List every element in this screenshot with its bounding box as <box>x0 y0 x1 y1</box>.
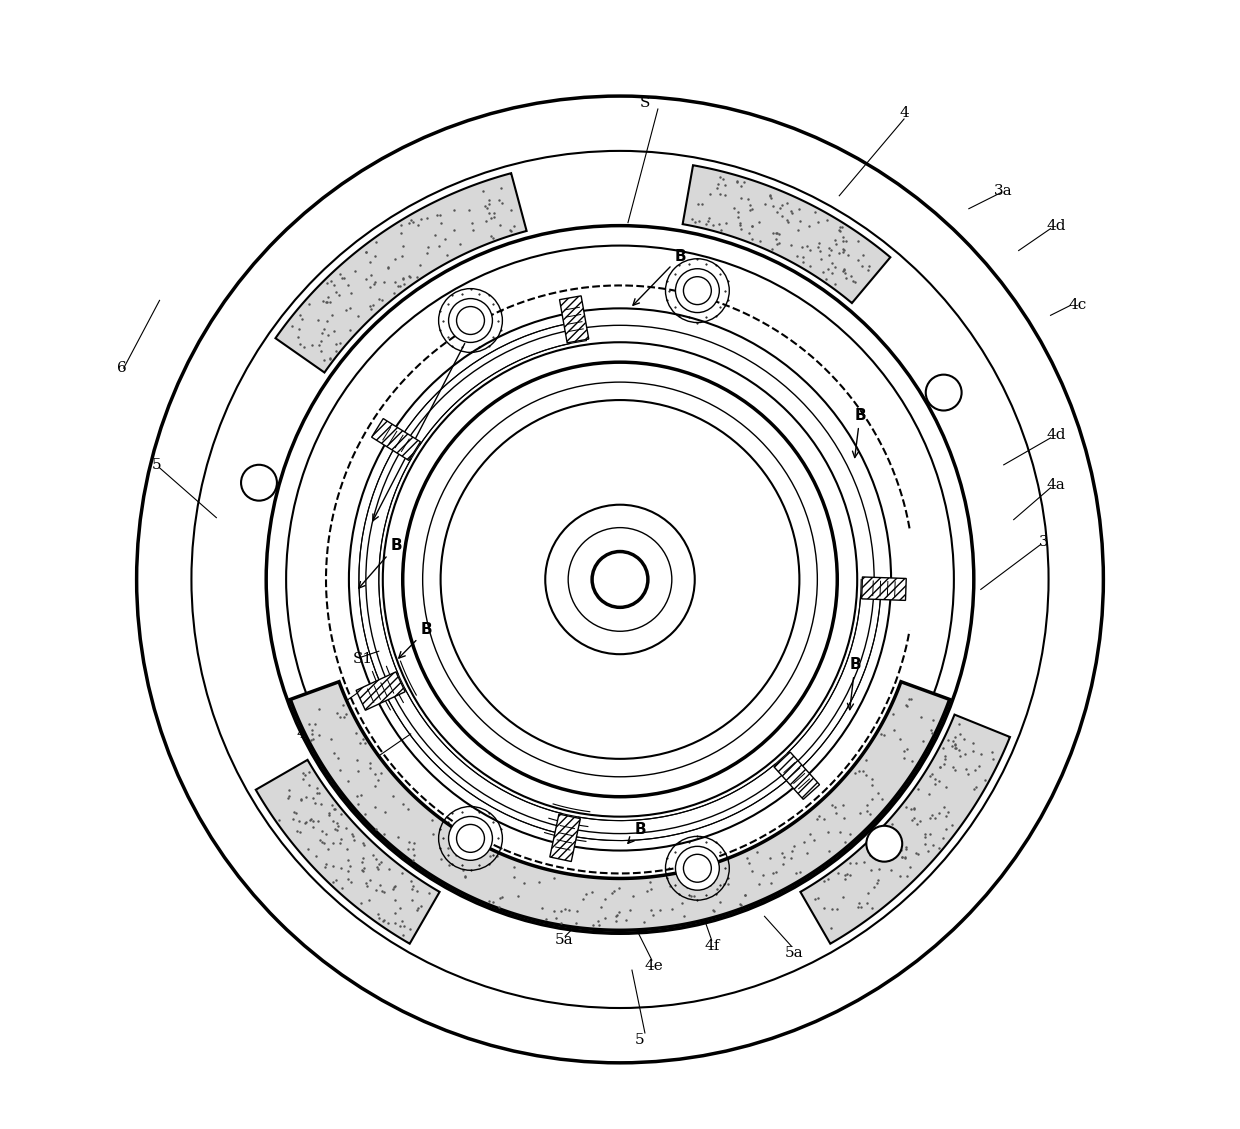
Circle shape <box>676 847 719 890</box>
Text: 3: 3 <box>1039 534 1048 549</box>
Circle shape <box>449 816 492 860</box>
Text: S1: S1 <box>353 653 373 666</box>
Polygon shape <box>800 715 1009 944</box>
Text: B: B <box>627 822 646 843</box>
Text: 4c: 4c <box>1069 298 1086 313</box>
Circle shape <box>449 298 492 342</box>
Polygon shape <box>549 814 580 861</box>
Text: 5a: 5a <box>556 934 574 947</box>
Polygon shape <box>559 296 589 343</box>
Text: B: B <box>847 657 861 710</box>
Text: S: S <box>640 96 650 110</box>
Text: 1b: 1b <box>356 764 376 778</box>
Text: 4a: 4a <box>1047 478 1065 492</box>
Circle shape <box>926 375 961 411</box>
Text: 5: 5 <box>635 1033 645 1047</box>
Circle shape <box>867 825 903 861</box>
Text: B: B <box>399 622 433 658</box>
Polygon shape <box>862 577 906 601</box>
Text: B: B <box>373 323 477 520</box>
Text: 4f: 4f <box>704 939 720 953</box>
Text: 4e: 4e <box>645 960 663 973</box>
Text: 6: 6 <box>117 361 126 375</box>
Polygon shape <box>774 752 820 799</box>
Polygon shape <box>683 165 890 303</box>
Text: B: B <box>852 408 866 457</box>
Text: 3a: 3a <box>993 184 1012 198</box>
Text: 4d: 4d <box>1047 428 1066 441</box>
Polygon shape <box>255 760 440 944</box>
Text: 5a: 5a <box>785 946 804 960</box>
Text: 4g: 4g <box>296 727 316 741</box>
Text: B: B <box>632 248 687 305</box>
Circle shape <box>676 269 719 313</box>
Circle shape <box>241 465 277 500</box>
Polygon shape <box>275 173 527 373</box>
Polygon shape <box>290 682 950 930</box>
Text: 5: 5 <box>151 458 161 472</box>
Polygon shape <box>372 419 420 461</box>
Polygon shape <box>356 672 405 710</box>
Text: 4: 4 <box>899 106 909 120</box>
Text: B: B <box>358 537 403 588</box>
Text: 4d: 4d <box>1047 219 1066 233</box>
